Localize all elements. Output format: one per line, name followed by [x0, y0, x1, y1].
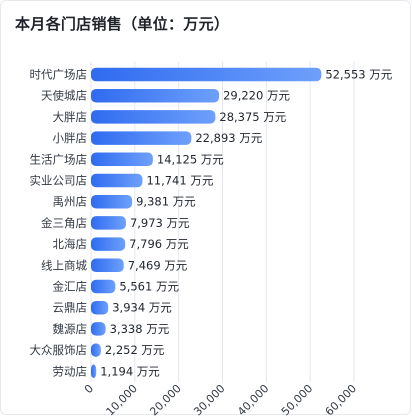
- category-label: 魏源店: [53, 322, 88, 336]
- category-label: 时代广场店: [30, 68, 88, 82]
- value-label: 1,194 万元: [100, 364, 160, 378]
- category-label: 北海店: [53, 237, 88, 251]
- value-label: 28,375 万元: [219, 110, 286, 124]
- bar[interactable]: [91, 152, 153, 167]
- x-tick-label: 0: [82, 382, 96, 396]
- value-label: 5,561 万元: [119, 280, 179, 294]
- x-tick-label: 50,000: [279, 382, 315, 416]
- bar[interactable]: [91, 322, 106, 336]
- bar[interactable]: [91, 173, 143, 188]
- bar[interactable]: [91, 364, 97, 379]
- value-label: 14,125 万元: [157, 152, 224, 166]
- category-label: 劳动店: [53, 364, 88, 378]
- value-label: 29,220 万元: [223, 89, 290, 103]
- value-label: 9,381 万元: [136, 195, 196, 209]
- category-label: 金三角店: [41, 216, 87, 230]
- bar[interactable]: [91, 88, 220, 103]
- category-label: 禹州店: [53, 195, 88, 209]
- value-label: 2,252 万元: [105, 343, 165, 357]
- x-tick-label: 10,000: [104, 382, 140, 416]
- value-label: 7,469 万元: [128, 258, 188, 272]
- category-label: 大众服饰店: [30, 343, 88, 357]
- x-tick-label: 30,000: [191, 382, 227, 416]
- category-label: 大胖店: [53, 110, 88, 124]
- value-label: 7,973 万元: [130, 216, 190, 230]
- bar[interactable]: [91, 110, 216, 124]
- bar-layer: [91, 67, 322, 379]
- category-label: 生活广场店: [30, 152, 88, 166]
- category-label: 云鼎店: [53, 301, 88, 315]
- value-label: 22,893 万元: [195, 131, 262, 145]
- category-label: 天使城店: [41, 89, 87, 103]
- bar[interactable]: [91, 194, 133, 209]
- value-label: 3,338 万元: [110, 322, 170, 336]
- value-label: 11,741 万元: [146, 174, 213, 188]
- value-label: 52,553 万元: [325, 68, 392, 82]
- bar[interactable]: [91, 343, 101, 357]
- category-label: 小胖店: [53, 131, 88, 145]
- bar[interactable]: [91, 258, 124, 273]
- bar[interactable]: [91, 131, 192, 145]
- chart-title: 本月各门店销售（单位：万元）: [15, 15, 230, 33]
- value-label: 7,796 万元: [129, 237, 189, 251]
- bar[interactable]: [91, 300, 109, 315]
- x-tick-label: 40,000: [235, 382, 271, 416]
- bar[interactable]: [91, 237, 126, 251]
- bar[interactable]: [91, 279, 116, 294]
- bar[interactable]: [91, 216, 126, 230]
- x-tick-label: 60,000: [323, 382, 359, 416]
- value-label: 3,934 万元: [112, 301, 172, 315]
- category-label: 金汇店: [53, 280, 88, 294]
- x-tick-label: 20,000: [147, 382, 183, 416]
- category-label: 实业公司店: [30, 174, 88, 188]
- bar[interactable]: [91, 67, 322, 82]
- category-label: 线上商城: [41, 258, 87, 272]
